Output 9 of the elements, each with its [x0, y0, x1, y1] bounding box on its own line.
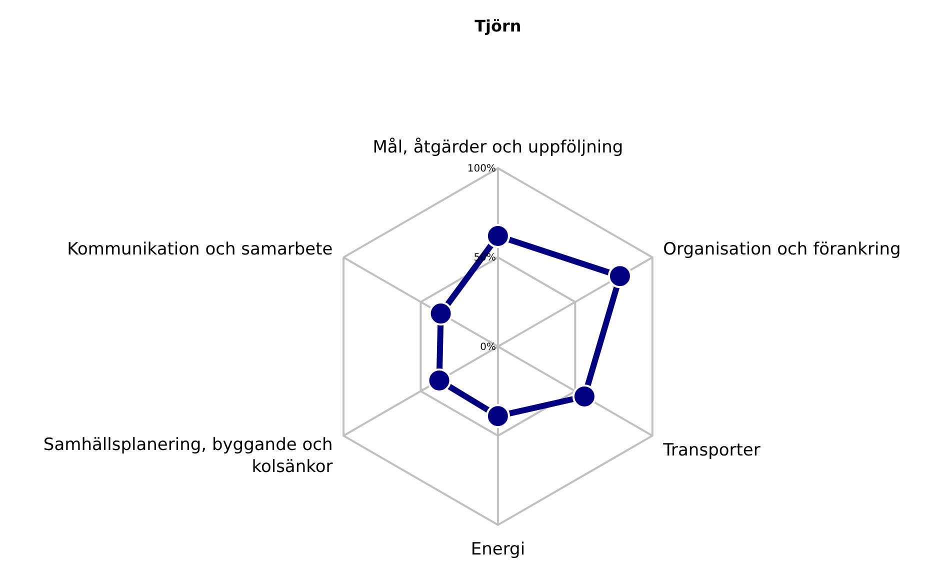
chart-title: Tjörn: [474, 16, 522, 36]
y-tick-label: 0%: [480, 342, 496, 353]
spoke-label: Energi: [470, 539, 526, 560]
spoke-label: Kommunikation och samarbete: [67, 240, 333, 260]
spoke-label: Samhällsplanering, byggande och kolsänkor: [43, 435, 333, 478]
y-tick-label: 100%: [467, 163, 496, 174]
spoke-label: Organisation och förankring: [663, 240, 901, 260]
spoke-label: Mål, åtgärder och uppföljning: [372, 137, 624, 158]
spoke-label: Transporter: [662, 440, 760, 461]
